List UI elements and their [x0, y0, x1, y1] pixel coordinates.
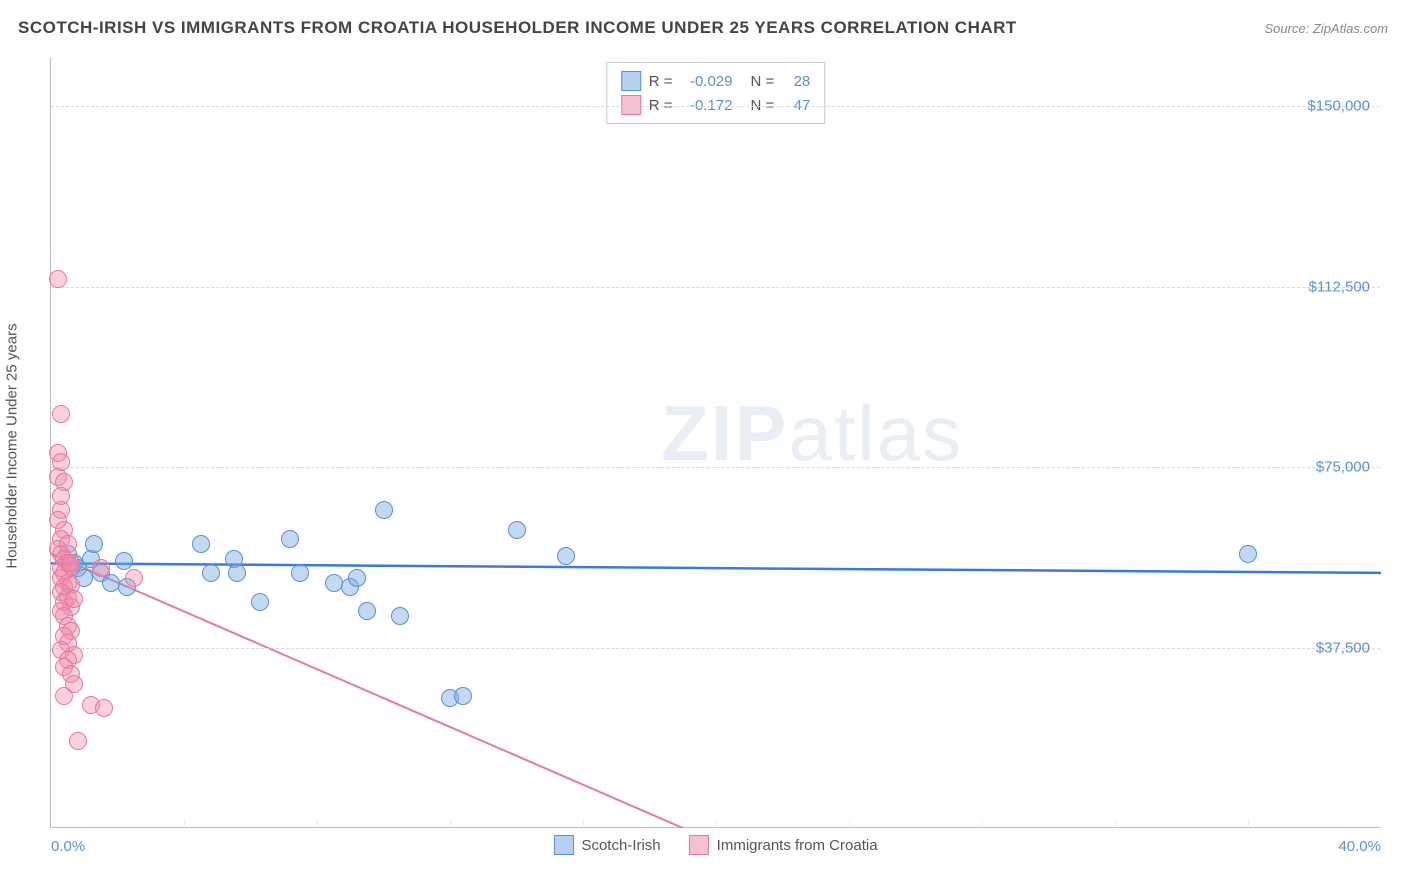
swatch-blue	[621, 71, 641, 91]
data-point	[291, 564, 309, 582]
legend-label: Immigrants from Croatia	[717, 837, 878, 854]
n-label: N =	[751, 97, 775, 114]
data-point	[375, 501, 393, 519]
chart-source: Source: ZipAtlas.com	[1264, 21, 1388, 36]
data-point	[325, 574, 343, 592]
x-tick-label: 40.0%	[1338, 838, 1381, 855]
scatter-plot-area: ZIPatlas R = -0.029 N = 28 R = -0.172 N …	[50, 58, 1380, 828]
legend-label: Scotch-Irish	[581, 837, 660, 854]
x-tick	[716, 820, 717, 828]
swatch-pink	[621, 95, 641, 115]
data-point	[52, 405, 70, 423]
legend-row-croatia: R = -0.172 N = 47	[621, 93, 811, 117]
data-point	[508, 521, 526, 539]
data-point	[95, 699, 113, 717]
data-point	[115, 552, 133, 570]
data-point	[65, 590, 83, 608]
n-label: N =	[751, 73, 775, 90]
data-point	[1239, 545, 1257, 563]
legend-item-scotch-irish: Scotch-Irish	[553, 835, 660, 855]
data-point	[228, 564, 246, 582]
data-point	[358, 602, 376, 620]
y-tick-label: $150,000	[1307, 98, 1370, 115]
data-point	[281, 530, 299, 548]
x-tick	[450, 820, 451, 828]
x-tick	[317, 820, 318, 828]
data-point	[251, 593, 269, 611]
data-point	[454, 687, 472, 705]
data-point	[62, 554, 80, 572]
gridline-h	[51, 648, 1380, 649]
trendlines	[51, 58, 1381, 828]
x-tick-label: 0.0%	[51, 838, 85, 855]
n-value-blue: 28	[782, 73, 810, 90]
r-label: R =	[649, 97, 673, 114]
r-value-pink: -0.172	[681, 97, 733, 114]
data-point	[202, 564, 220, 582]
data-point	[69, 732, 87, 750]
series-legend: Scotch-Irish Immigrants from Croatia	[553, 835, 877, 855]
x-tick	[849, 820, 850, 828]
gridline-h	[51, 287, 1380, 288]
data-point	[348, 569, 366, 587]
data-point	[85, 535, 103, 553]
x-tick	[184, 820, 185, 828]
x-tick	[583, 820, 584, 828]
x-tick	[1115, 820, 1116, 828]
watermark: ZIPatlas	[661, 388, 963, 479]
gridline-h	[51, 106, 1380, 107]
data-point	[55, 687, 73, 705]
swatch-pink	[689, 835, 709, 855]
y-tick-label: $112,500	[1309, 278, 1370, 295]
correlation-legend: R = -0.029 N = 28 R = -0.172 N = 47	[606, 62, 826, 124]
r-label: R =	[649, 73, 673, 90]
legend-row-scotch-irish: R = -0.029 N = 28	[621, 69, 811, 93]
x-tick	[1248, 820, 1249, 828]
data-point	[192, 535, 210, 553]
y-axis-label: Householder Income Under 25 years	[4, 323, 21, 568]
legend-item-croatia: Immigrants from Croatia	[689, 835, 878, 855]
data-point	[92, 559, 110, 577]
chart-title: SCOTCH-IRISH VS IMMIGRANTS FROM CROATIA …	[18, 18, 1017, 38]
swatch-blue	[553, 835, 573, 855]
y-tick-label: $75,000	[1316, 459, 1370, 476]
data-point	[125, 569, 143, 587]
gridline-h	[51, 467, 1380, 468]
data-point	[49, 270, 67, 288]
data-point	[557, 547, 575, 565]
r-value-blue: -0.029	[681, 73, 733, 90]
chart-header: SCOTCH-IRISH VS IMMIGRANTS FROM CROATIA …	[18, 18, 1388, 38]
n-value-pink: 47	[782, 97, 810, 114]
x-tick	[982, 820, 983, 828]
data-point	[391, 607, 409, 625]
y-tick-label: $37,500	[1316, 639, 1370, 656]
